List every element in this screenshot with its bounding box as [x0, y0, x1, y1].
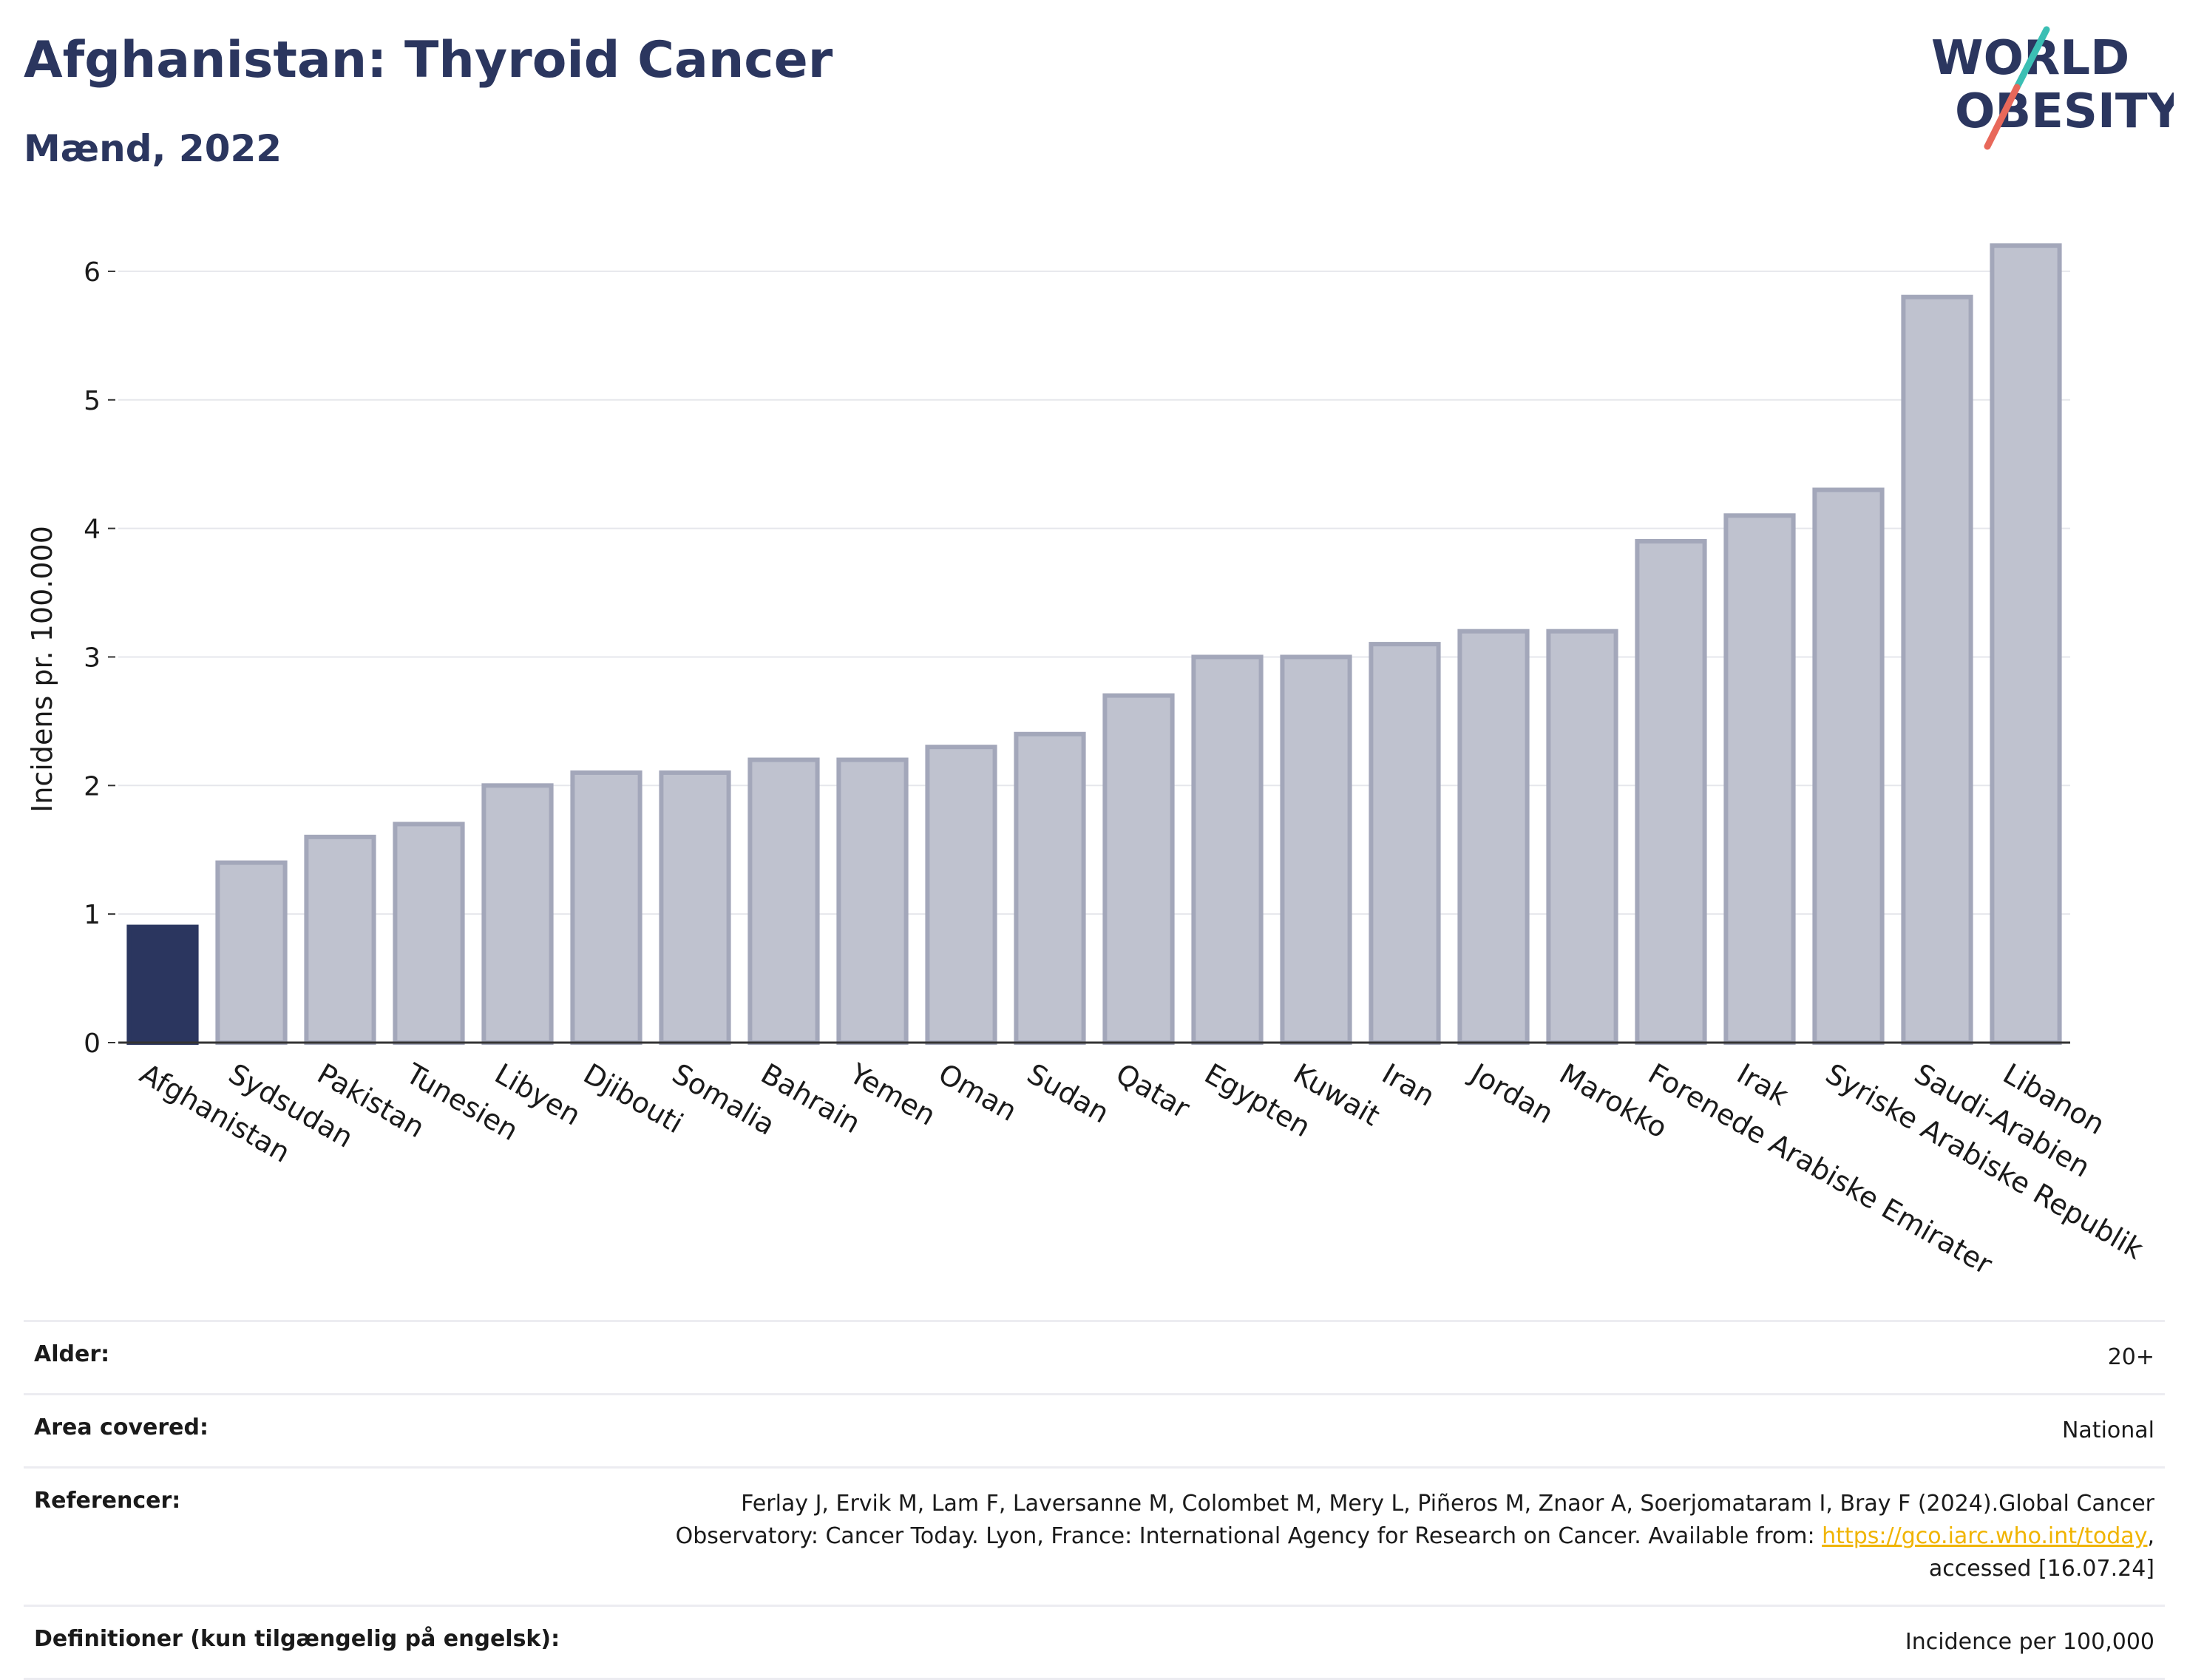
y-axis-label: Incidens pr. 100.000 — [26, 526, 58, 813]
x-tick-label: Djibouti — [578, 1057, 689, 1140]
bar-libyen — [481, 783, 554, 1045]
x-tick-label: Oman — [933, 1057, 1023, 1128]
bar-somalia — [659, 770, 731, 1046]
x-tick-label: Qatar — [1111, 1057, 1196, 1125]
bar-marokko — [1546, 629, 1618, 1045]
x-tick-label: Syriske Arabiske Republik — [1820, 1057, 2149, 1266]
references-text: Ferlay J, Ervik M, Lam F, Laversanne M, … — [675, 1491, 2154, 1549]
bar-kuwait — [1280, 654, 1352, 1045]
info-row-area: Area covered: National — [24, 1393, 2165, 1466]
y-tick-label: 6 — [84, 257, 101, 288]
x-tick-label: Sudan — [1022, 1057, 1115, 1130]
bar-djibouti — [570, 770, 642, 1046]
info-row-definitions: Definitioner (kun tilgængelig på engelsk… — [24, 1605, 2165, 1680]
logo-line2: OBESITY — [1955, 84, 2174, 139]
bar-tunesien — [393, 822, 465, 1045]
world-obesity-logo: WORLD OBESITY — [1931, 26, 2174, 150]
bar-sudan — [1014, 731, 1086, 1045]
info-row-references: Referencer: Ferlay J, Ervik M, Lam F, La… — [24, 1466, 2165, 1605]
area-label: Area covered: — [34, 1415, 208, 1440]
references-accessed: , accessed [16.07.24] — [1928, 1523, 2154, 1582]
y-tick-label: 5 — [84, 386, 101, 416]
x-tick-label: Somalia — [667, 1057, 781, 1142]
bar-chart: 0 1 2 3 4 5 6 AfghanistanSydsudanPakistanTunes… — [26, 243, 2149, 1281]
bar-bahrain — [747, 757, 820, 1045]
x-tick-label: Jordan — [1464, 1057, 1559, 1131]
bar-libanon — [1990, 243, 2062, 1046]
logo-slash-red — [1984, 84, 2021, 150]
age-label: Alder: — [34, 1341, 110, 1367]
bar-jordan — [1457, 629, 1530, 1045]
x-axis-ticks: AfghanistanSydsudanPakistanTunesienLibye… — [135, 1057, 2149, 1281]
bar-afghanistan — [126, 924, 199, 1045]
references-link[interactable]: https://gco.iarc.who.int/today — [1822, 1523, 2148, 1549]
bar-oman — [925, 745, 997, 1046]
bar-syriske-arabiske-republik — [1812, 487, 1885, 1045]
bar-forenede-arabiske-emirater — [1635, 539, 1707, 1045]
y-tick-label: 4 — [84, 515, 101, 545]
bars — [126, 243, 2062, 1046]
x-tick-label: Iran — [1377, 1057, 1440, 1113]
bar-saudi-arabien — [1901, 294, 1973, 1045]
y-tick-label: 0 — [84, 1029, 101, 1059]
references-label: Referencer: — [34, 1488, 181, 1514]
bar-irak — [1723, 513, 1796, 1045]
info-row-age: Alder: 20+ — [24, 1320, 2165, 1393]
bar-iran — [1369, 642, 1441, 1045]
bar-sydsudan — [215, 860, 288, 1045]
age-value: 20+ — [2107, 1344, 2154, 1370]
definitions-value: Incidence per 100,000 — [1905, 1629, 2154, 1655]
bar-qatar — [1102, 693, 1175, 1045]
bar-yemen — [836, 757, 909, 1045]
bar-pakistan — [304, 834, 376, 1045]
y-tick-label: 1 — [84, 900, 101, 930]
logo-slash-teal — [2013, 26, 2050, 91]
chart-subtitle: Mænd, 2022 — [24, 127, 282, 170]
info-table: Alder: 20+ Area covered: National Refere… — [24, 1320, 2165, 1680]
y-tick-label: 3 — [84, 643, 101, 673]
bar-egypten — [1191, 654, 1264, 1045]
y-tick-label: 2 — [84, 771, 101, 802]
y-axis-ticks: 0 1 2 3 4 5 6 — [84, 257, 115, 1059]
area-value: National — [2061, 1418, 2154, 1443]
references-value: Ferlay J, Ervik M, Lam F, Laversanne M, … — [602, 1488, 2154, 1585]
chart-title: Afghanistan: Thyroid Cancer — [24, 31, 833, 89]
definitions-label: Definitioner (kun tilgængelig på engelsk… — [34, 1626, 560, 1652]
